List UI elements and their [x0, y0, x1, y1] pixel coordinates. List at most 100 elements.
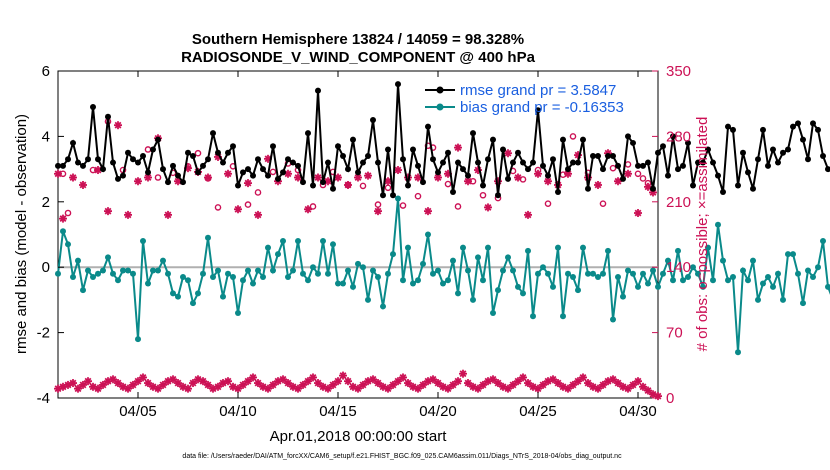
rmse-point [590, 153, 596, 160]
obs-assimilated-marker [324, 177, 332, 186]
rmse-point [210, 130, 216, 137]
rmse-point [150, 146, 156, 153]
bias-point [80, 287, 86, 294]
rmse-point [630, 139, 636, 146]
obs-possible-marker [244, 201, 252, 208]
bias-point [465, 267, 471, 274]
rmse-point [340, 153, 346, 160]
obs-possible-marker [214, 204, 222, 211]
bias-point [620, 293, 626, 300]
bias-point [100, 267, 106, 274]
bias-point [60, 228, 66, 235]
bias-point [95, 270, 101, 277]
y-tick-label: -4 [37, 390, 50, 407]
rmse-point [235, 182, 241, 189]
obs-count-marker [454, 377, 462, 386]
bias-point [90, 274, 96, 281]
rmse-point [120, 172, 126, 179]
rmse-point [180, 179, 186, 186]
bias-point [630, 270, 636, 277]
x-axis: 04/05 04/10 04/15 04/20 04/25 04/30 [119, 71, 657, 420]
rmse-point [185, 149, 191, 156]
rmse-point [635, 162, 641, 169]
rmse-point [670, 133, 676, 140]
obs-assimilated-marker [644, 182, 652, 191]
rmse-point [385, 146, 391, 153]
rmse-point [65, 156, 71, 163]
bias-point [245, 267, 251, 274]
obs-count-marker [404, 379, 412, 388]
rmse-point [760, 126, 766, 133]
bias-point [65, 241, 71, 248]
rmse-point [495, 192, 501, 199]
rmse-point [535, 107, 541, 114]
obs-count-marker [519, 373, 527, 382]
bias-point [745, 277, 751, 284]
obs-assimilated-marker [634, 209, 642, 218]
rmse-point [810, 120, 816, 127]
rmse-point [595, 153, 601, 160]
obs-assimilated-marker [244, 179, 252, 188]
rmse-point [345, 166, 351, 173]
y-right-tick-label: 280 [666, 128, 691, 145]
bias-point [70, 274, 76, 281]
rmse-point [765, 162, 771, 169]
obs-count-marker [334, 377, 342, 386]
rmse-point [770, 146, 776, 153]
y-right-tick-label: 70 [666, 325, 683, 342]
bias-point [105, 254, 111, 261]
rmse-point [625, 133, 631, 140]
rmse-point [665, 172, 671, 179]
bias-point [755, 296, 761, 303]
bias-point [75, 257, 81, 264]
bias-point [645, 280, 651, 287]
rmse-point [115, 175, 121, 182]
rmse-point [460, 166, 466, 173]
bias-point [205, 234, 211, 241]
obs-count-marker [274, 377, 282, 386]
rmse-point [525, 166, 531, 173]
bias-point [485, 244, 491, 251]
rmse-point [800, 136, 806, 143]
obs-assimilated-marker [624, 169, 632, 178]
bias-point [115, 277, 121, 284]
rmse-point [480, 182, 486, 189]
bias-point [675, 247, 681, 254]
rmse-point [60, 162, 66, 169]
bias-point [125, 267, 131, 274]
obs-possible-marker [254, 189, 262, 196]
bias-point [820, 238, 826, 245]
obs-possible-marker [544, 200, 552, 207]
rmse-point [95, 156, 101, 163]
rmse-point [295, 162, 301, 169]
bias-point [55, 270, 61, 277]
obs-count-marker [594, 384, 602, 393]
obs-assimilated-marker [354, 173, 362, 182]
rmse-point [465, 172, 471, 179]
rmse-point [445, 149, 451, 156]
legend-bias-label: bias grand pr = -0.16353 [460, 99, 624, 116]
obs-assimilated-marker [424, 207, 432, 216]
obs-assimilated-marker [59, 214, 67, 223]
rmse-point [355, 169, 361, 176]
obs-count-marker [239, 380, 247, 389]
bias-point [585, 270, 591, 277]
bias-point [535, 270, 541, 277]
bias-point [525, 247, 531, 254]
rmse-point [425, 123, 431, 130]
bias-point [720, 257, 726, 264]
rmse-point [310, 182, 316, 189]
bias-point [335, 280, 341, 287]
bias-point [230, 274, 236, 281]
rmse-point [640, 162, 646, 169]
rmse-point [755, 156, 761, 163]
rmse-point [710, 159, 716, 166]
bias-point [450, 257, 456, 264]
rmse-point [700, 159, 706, 166]
obs-possible-marker [599, 200, 607, 207]
rmse-point [80, 162, 86, 169]
rmse-point [550, 156, 556, 163]
bias-point [425, 231, 431, 238]
bias-point [220, 293, 226, 300]
rmse-point [230, 143, 236, 150]
